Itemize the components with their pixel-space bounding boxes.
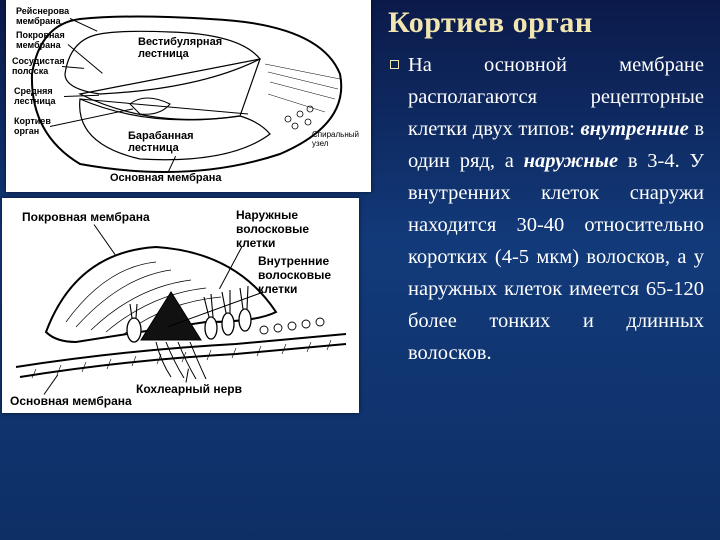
fig2-label-outer3: клетки: [236, 236, 275, 250]
figure-2-inner: Покровная мембрана Наружные волосковые к…: [6, 202, 355, 409]
fig1-label-reissner: Рейснерова: [16, 6, 69, 16]
body-em-2: наружные: [524, 150, 618, 172]
bullet-marker: [390, 60, 399, 69]
fig2-label-basilar: Основная мембрана: [10, 394, 132, 408]
fig2-label-tectorial: Покровная мембрана: [22, 210, 150, 224]
fig1-label-vasc2: полоска: [12, 66, 48, 76]
fig2-label-inner2: волосковые: [258, 268, 331, 282]
figure-1-inner: Рейснерова мембрана Покровная мембрана С…: [10, 4, 367, 188]
slide-title: Кортиев орган: [388, 6, 593, 40]
fig2-label-inner3: клетки: [258, 282, 297, 296]
fig1-label-vest: Вестибулярная: [138, 36, 222, 48]
fig1-label-basilar: Основная мембрана: [110, 172, 222, 184]
fig1-label-pokr: Покровная: [16, 30, 65, 40]
fig2-label-nerve: Кохлеарный нерв: [136, 382, 242, 396]
body-text: На основной мембране располагаются рецеп…: [408, 49, 704, 369]
fig2-label-outer1: Наружные: [236, 208, 298, 222]
fig1-label-tymp2: лестница: [128, 142, 179, 154]
body-em-1: внутренние: [580, 118, 688, 140]
fig1-label-spiral: Спиральный: [312, 130, 359, 139]
fig1-label-spiral2: узел: [312, 139, 328, 148]
slide: Кортиев орган На основной мембране распо…: [0, 0, 720, 540]
body-text-3: в 3-4. У внутренних клеток снаружи наход…: [408, 150, 704, 364]
fig2-label-outer2: волосковые: [236, 222, 309, 236]
fig2-label-inner1: Внутренние: [258, 254, 329, 268]
fig1-label-mid: Средняя: [14, 86, 53, 96]
fig1-label-tymp: Барабанная: [128, 130, 194, 142]
figure-2: Покровная мембрана Наружные волосковые к…: [2, 198, 359, 413]
fig1-label-corti: Кортиев: [14, 116, 51, 126]
fig1-label-vest2: лестница: [138, 48, 189, 60]
fig1-label-corti2: орган: [14, 126, 39, 136]
fig1-label-mid2: лестница: [14, 96, 56, 106]
fig1-label-pokr2: мембрана: [16, 40, 61, 50]
figure-1: Рейснерова мембрана Покровная мембрана С…: [6, 0, 371, 192]
fig1-label-reissner2: мембрана: [16, 16, 61, 26]
fig1-label-vasc: Сосудистая: [12, 56, 65, 66]
